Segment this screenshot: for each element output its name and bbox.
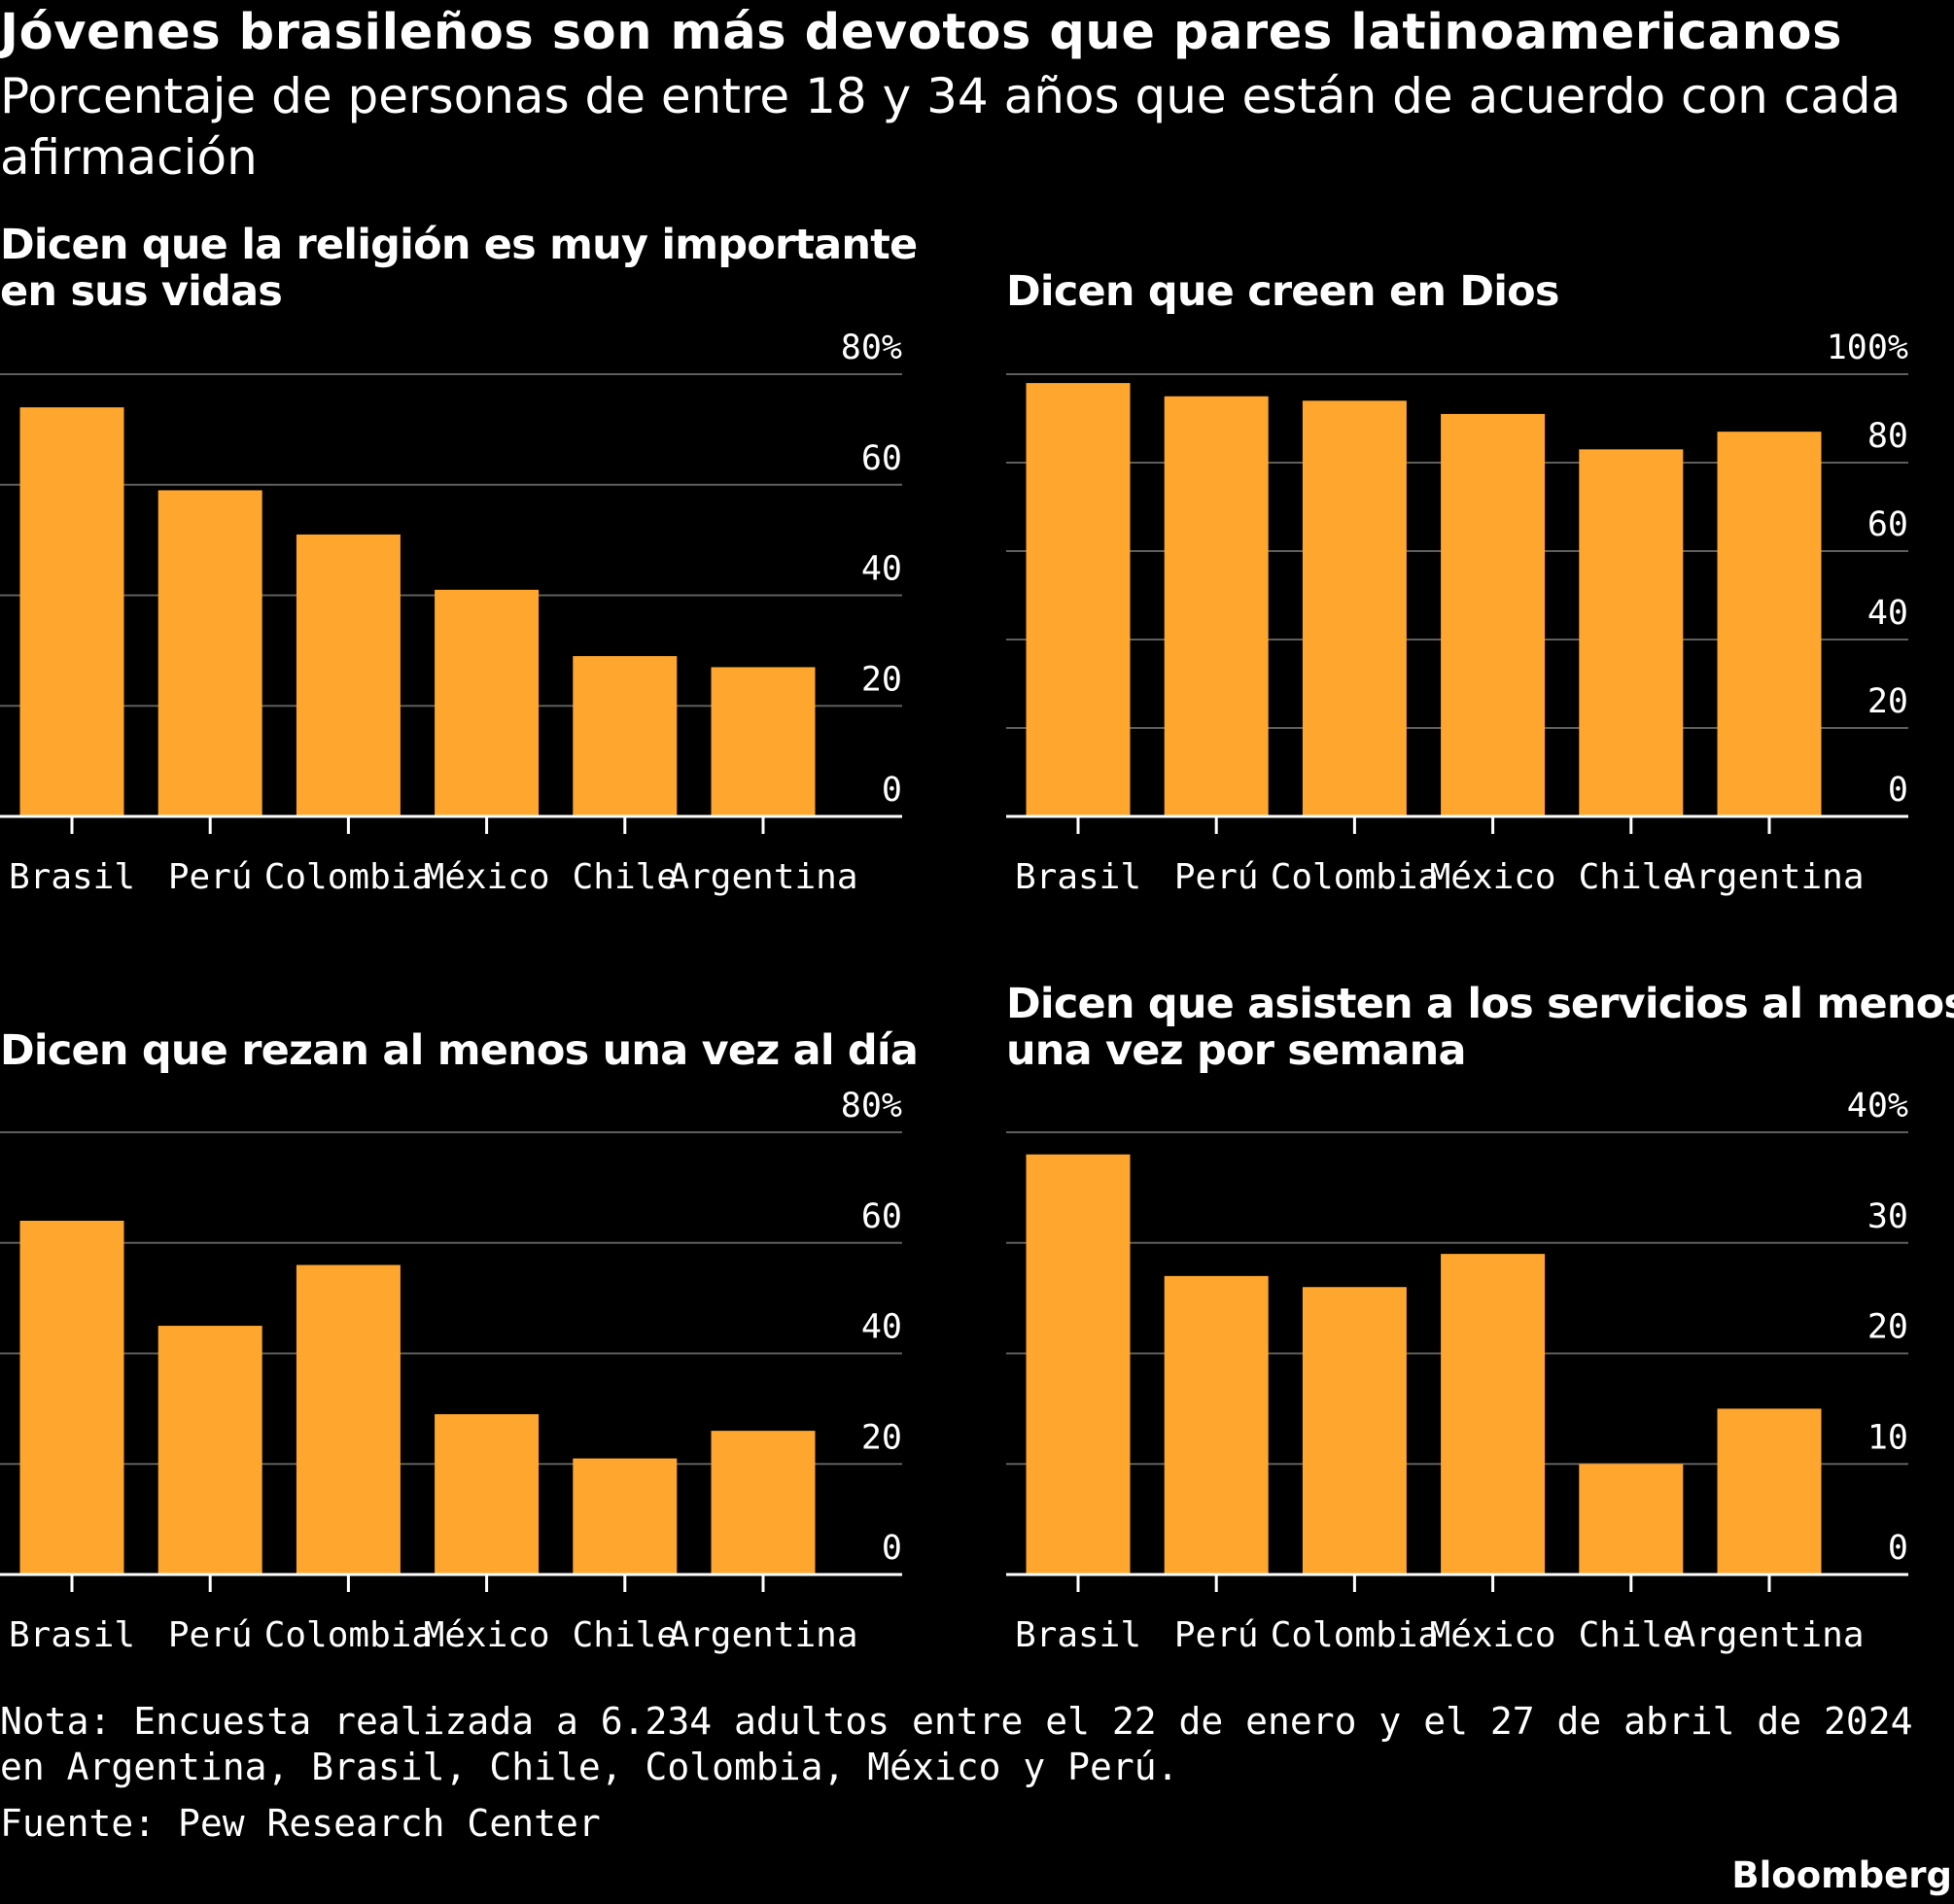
y-tick-label-80: 80% [841, 329, 902, 367]
x-tick-label-peru: Perú [1174, 1615, 1259, 1655]
bar-mexico [435, 1414, 540, 1575]
x-tick-label-mexico: México [1430, 857, 1556, 897]
chart-title: Jóvenes brasileños son más devotos que p… [0, 4, 1843, 61]
y-tick-label-30: 30 [1867, 1197, 1908, 1236]
bloomberg-logo: Bloomberg [1731, 1854, 1952, 1896]
panel-title-creen-dios: Dicen que creen en Dios [1006, 267, 1560, 316]
x-tick-label-mexico: México [1430, 1615, 1556, 1655]
x-tick-label-mexico: México [424, 857, 550, 897]
x-tick-label-chile: Chile [1579, 857, 1684, 897]
x-tick-label-chile: Chile [1579, 1615, 1684, 1655]
bar-argentina [1717, 432, 1822, 816]
bar-peru [157, 490, 262, 816]
y-tick-label-40: 40 [1867, 594, 1908, 633]
source-line: Fuente: Pew Research Center [0, 1802, 601, 1845]
bar-colombia [296, 534, 401, 816]
bar-brasil [19, 1221, 124, 1575]
x-tick-label-argentina: Argentina [668, 1615, 857, 1655]
y-tick-label-40: 40% [1847, 1087, 1908, 1125]
bar-chile [573, 1458, 678, 1575]
y-tick-label-20: 20 [1867, 1308, 1908, 1347]
bar-colombia [1302, 1287, 1407, 1575]
x-tick-label-colombia: Colombia [1271, 1615, 1439, 1655]
y-tick-label-80: 80 [1867, 417, 1908, 456]
y-tick-label-80: 80% [841, 1087, 902, 1125]
x-tick-label-mexico: México [424, 1615, 550, 1655]
x-tick-label-chile: Chile [573, 1615, 678, 1655]
bar-chile [1579, 1464, 1684, 1575]
y-tick-label-20: 20 [861, 1418, 902, 1457]
x-tick-label-argentina: Argentina [1674, 857, 1864, 897]
x-tick-label-brasil: Brasil [9, 857, 135, 897]
y-tick-label-0: 0 [1888, 1529, 1908, 1568]
bar-argentina [711, 667, 816, 816]
bar-peru [1164, 1275, 1269, 1575]
x-tick-label-peru: Perú [168, 1615, 253, 1655]
bar-mexico [435, 589, 540, 816]
x-tick-label-colombia: Colombia [264, 1615, 433, 1655]
panel-title-religion-importante: Dicen que la religión es muy importante … [0, 221, 918, 316]
panel-title-asisten-servicios: Dicen que asisten a los servicios al men… [1006, 980, 1954, 1075]
x-tick-label-argentina: Argentina [1674, 1615, 1864, 1655]
y-tick-label-0: 0 [882, 771, 902, 810]
x-tick-label-argentina: Argentina [668, 857, 857, 897]
bar-colombia [1302, 400, 1407, 816]
bar-argentina [711, 1431, 816, 1575]
y-tick-label-20: 20 [1867, 682, 1908, 721]
bar-peru [1164, 396, 1269, 816]
x-tick-label-brasil: Brasil [9, 1615, 135, 1655]
bar-peru [157, 1326, 262, 1575]
bar-chile [1579, 449, 1684, 816]
chart-subtitle: Porcentaje de personas de entre 18 y 34 … [0, 68, 1902, 186]
x-tick-label-brasil: Brasil [1015, 1615, 1141, 1655]
x-tick-label-colombia: Colombia [1271, 857, 1439, 897]
y-tick-label-60: 60 [861, 1197, 902, 1236]
bar-argentina [1717, 1408, 1822, 1575]
bar-mexico [1441, 413, 1546, 816]
panel-title-rezan: Dicen que rezan al menos una vez al día [0, 1026, 919, 1075]
x-tick-label-brasil: Brasil [1015, 857, 1141, 897]
footnote: Nota: Encuesta realizada a 6.234 adultos… [0, 1700, 1913, 1788]
x-tick-label-peru: Perú [1174, 857, 1259, 897]
y-tick-label-60: 60 [861, 439, 902, 478]
y-tick-label-100: 100% [1827, 329, 1908, 367]
x-tick-label-chile: Chile [573, 857, 678, 897]
y-tick-label-60: 60 [1867, 505, 1908, 544]
x-tick-label-peru: Perú [168, 857, 253, 897]
y-tick-label-20: 20 [861, 660, 902, 699]
y-tick-label-0: 0 [882, 1529, 902, 1568]
y-tick-label-40: 40 [861, 550, 902, 589]
y-tick-label-10: 10 [1867, 1418, 1908, 1457]
bar-colombia [296, 1264, 401, 1575]
bar-mexico [1441, 1254, 1546, 1575]
bar-chile [573, 656, 678, 816]
bar-brasil [1026, 383, 1131, 816]
x-tick-label-colombia: Colombia [264, 857, 433, 897]
bar-brasil [19, 407, 124, 816]
y-tick-label-0: 0 [1888, 771, 1908, 810]
bar-brasil [1026, 1154, 1131, 1575]
y-tick-label-40: 40 [861, 1308, 902, 1347]
